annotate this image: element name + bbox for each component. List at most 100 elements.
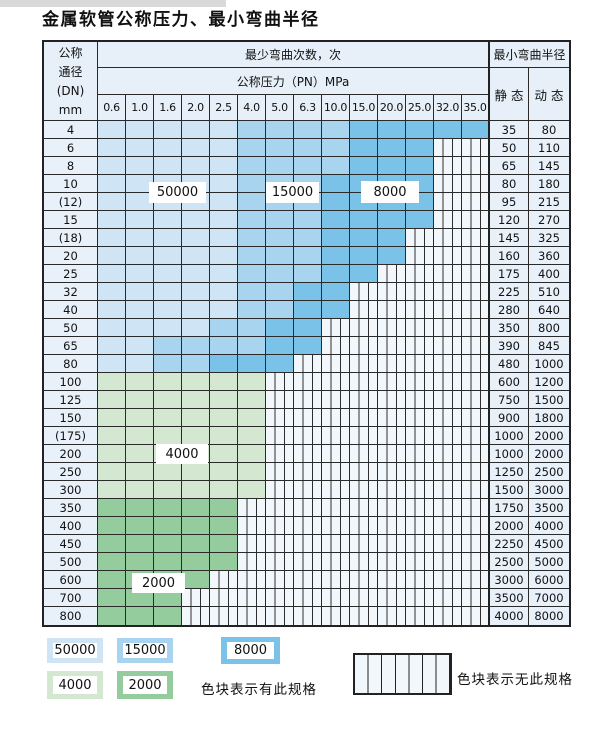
- matrix-cell-300-25.0: [406, 481, 434, 499]
- matrix-cell-400-1.0: [126, 517, 154, 535]
- matrix-cell-350-32.0: [434, 499, 462, 517]
- matrix-cell-125-25.0: [406, 391, 434, 409]
- matrix-cell-40-1.0: [126, 301, 154, 319]
- matrix-cell-32-35.0: [462, 283, 490, 301]
- dynamic-radius-cell: 2000: [529, 445, 569, 463]
- matrix-cell-15-32.0: [434, 211, 462, 229]
- static-radius-cell: 1000: [490, 445, 529, 463]
- matrix-cell-500-25.0: [406, 553, 434, 571]
- matrix-cell-50-10.0: [322, 319, 350, 337]
- matrix-cell-(18)-25.0: [406, 229, 434, 247]
- matrix-cell-250-1.0: [126, 463, 154, 481]
- matrix-cell-450-15.0: [350, 535, 378, 553]
- matrix-cell-500-10.0: [322, 553, 350, 571]
- matrix-cell-8-35.0: [462, 157, 490, 175]
- matrix-cell-(175)-32.0: [434, 427, 462, 445]
- matrix-cell-300-10.0: [322, 481, 350, 499]
- matrix-cell-50-2.0: [182, 319, 210, 337]
- zone-label-15000: 15000: [266, 182, 319, 203]
- matrix-cell-125-5.0: [266, 391, 294, 409]
- pressure-tick: 2.5: [210, 95, 238, 121]
- matrix-cell-200-0.6: [98, 445, 126, 463]
- matrix-cell-20-0.6: [98, 247, 126, 265]
- matrix-cell-6-32.0: [434, 139, 462, 157]
- matrix-cell-50-6.3: [294, 319, 322, 337]
- matrix-cell-600-2.5: [210, 571, 238, 589]
- matrix-cell-20-4.0: [238, 247, 266, 265]
- matrix-cell-350-25.0: [406, 499, 434, 517]
- matrix-cell-450-35.0: [462, 535, 490, 553]
- matrix-cell-50-15.0: [350, 319, 378, 337]
- matrix-cell-300-1.6: [154, 481, 182, 499]
- dn-cell: 20: [44, 247, 98, 265]
- matrix-cell-80-35.0: [462, 355, 490, 373]
- matrix-cell-4-2.5: [210, 121, 238, 139]
- matrix-cell-700-25.0: [406, 589, 434, 607]
- matrix-cell-200-4.0: [238, 445, 266, 463]
- static-radius-cell: 1000: [490, 427, 529, 445]
- matrix-cell-40-35.0: [462, 301, 490, 319]
- zone-label-8000: 8000: [361, 181, 419, 203]
- matrix-cell-15-25.0: [406, 211, 434, 229]
- matrix-cell-600-0.6: [98, 571, 126, 589]
- matrix-cell-6-20.0: [378, 139, 406, 157]
- matrix-cell-8-25.0: [406, 157, 434, 175]
- matrix-cell-500-0.6: [98, 553, 126, 571]
- matrix-cell-80-2.5: [210, 355, 238, 373]
- matrix-cell-150-0.6: [98, 409, 126, 427]
- matrix-cell-400-2.5: [210, 517, 238, 535]
- matrix-cell-600-10.0: [322, 571, 350, 589]
- matrix-cell-700-32.0: [434, 589, 462, 607]
- matrix-cell-150-10.0: [322, 409, 350, 427]
- matrix-cell-250-1.6: [154, 463, 182, 481]
- matrix-cell-(175)-15.0: [350, 427, 378, 445]
- legend-swatch-label: 4000: [53, 676, 97, 694]
- matrix-cell-700-0.6: [98, 589, 126, 607]
- matrix-cell-15-10.0: [322, 211, 350, 229]
- static-radius-cell: 390: [490, 337, 529, 355]
- pressure-tick: 15.0: [350, 95, 378, 121]
- matrix-cell-4-25.0: [406, 121, 434, 139]
- matrix-cell-300-5.0: [266, 481, 294, 499]
- matrix-cell-350-5.0: [266, 499, 294, 517]
- matrix-cell-65-32.0: [434, 337, 462, 355]
- matrix-cell-400-0.6: [98, 517, 126, 535]
- matrix-cell-(18)-35.0: [462, 229, 490, 247]
- matrix-cell-32-2.0: [182, 283, 210, 301]
- static-radius-cell: 2500: [490, 553, 529, 571]
- matrix-cell-500-4.0: [238, 553, 266, 571]
- matrix-cell-(18)-0.6: [98, 229, 126, 247]
- matrix-cell-(18)-6.3: [294, 229, 322, 247]
- matrix-cell-(175)-0.6: [98, 427, 126, 445]
- dn-cell: 65: [44, 337, 98, 355]
- matrix-cell-10-4.0: [238, 175, 266, 193]
- matrix-cell-125-32.0: [434, 391, 462, 409]
- matrix-cell-200-15.0: [350, 445, 378, 463]
- matrix-cell-300-15.0: [350, 481, 378, 499]
- matrix-cell-150-4.0: [238, 409, 266, 427]
- matrix-cell-450-32.0: [434, 535, 462, 553]
- matrix-cell-200-20.0: [378, 445, 406, 463]
- page-title: 金属软管公称压力、最小弯曲半径: [42, 10, 320, 30]
- matrix-cell-8-4.0: [238, 157, 266, 175]
- matrix-cell-450-6.3: [294, 535, 322, 553]
- matrix-cell-700-1.0: [126, 589, 154, 607]
- matrix-cell-100-15.0: [350, 373, 378, 391]
- static-radius-cell: 2000: [490, 517, 529, 535]
- matrix-cell-250-4.0: [238, 463, 266, 481]
- matrix-cell-15-2.0: [182, 211, 210, 229]
- matrix-cell-200-25.0: [406, 445, 434, 463]
- static-radius-cell: 3000: [490, 571, 529, 589]
- matrix-cell-20-5.0: [266, 247, 294, 265]
- static-radius-cell: 160: [490, 247, 529, 265]
- matrix-cell-80-25.0: [406, 355, 434, 373]
- matrix-cell-125-20.0: [378, 391, 406, 409]
- matrix-cell-800-25.0: [406, 607, 434, 625]
- pressure-tick: 25.0: [406, 95, 434, 121]
- matrix-cell-(12)-35.0: [462, 193, 490, 211]
- matrix-cell-200-1.0: [126, 445, 154, 463]
- matrix-cell-350-0.6: [98, 499, 126, 517]
- matrix-cell-8-2.0: [182, 157, 210, 175]
- pressure-tick: 1.6: [154, 95, 182, 121]
- static-radius-cell: 1250: [490, 463, 529, 481]
